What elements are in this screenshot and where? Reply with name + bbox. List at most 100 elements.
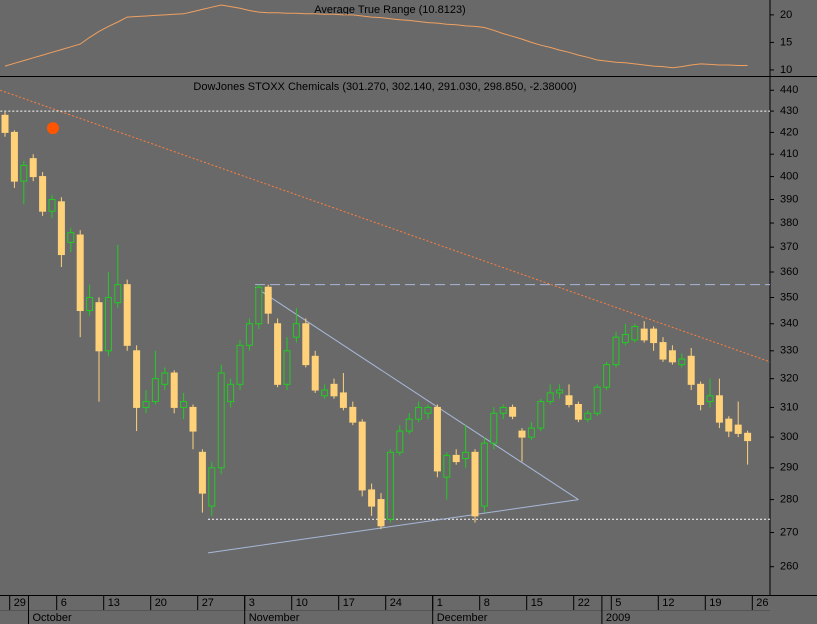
- candle-body: [499, 406, 507, 414]
- candle-body: [321, 389, 329, 397]
- x-tick-label: 26: [756, 597, 768, 609]
- candle-body: [302, 323, 310, 366]
- y-tick-label: 270: [780, 526, 798, 538]
- month-label: 2009: [606, 612, 630, 624]
- candle-body: [95, 302, 103, 352]
- candle-body: [640, 328, 648, 341]
- candle-body: [424, 406, 432, 414]
- candle-body: [593, 386, 601, 414]
- x-tick-label: 27: [202, 597, 214, 609]
- candle-body: [687, 355, 695, 385]
- candle-body: [358, 421, 366, 491]
- candle-body: [650, 328, 658, 344]
- x-tick-label: 20: [155, 597, 167, 609]
- candle-body: [142, 401, 150, 408]
- candle-body: [480, 442, 488, 507]
- candle-body: [612, 336, 620, 366]
- y-tick-label: 350: [780, 291, 798, 303]
- signal-marker: [46, 122, 59, 135]
- candle-body: [415, 406, 423, 420]
- annotation-line: [254, 286, 579, 501]
- annotation-line: [0, 89, 770, 363]
- candle-body: [603, 364, 611, 388]
- x-tick-label: 22: [578, 597, 590, 609]
- candle-body: [67, 232, 75, 243]
- x-tick-label: 24: [390, 597, 402, 609]
- candle-body: [292, 323, 300, 338]
- y-tick-label: 370: [780, 241, 798, 253]
- candle-body: [198, 451, 206, 494]
- y-tick-label: 430: [780, 105, 798, 117]
- x-tick-label: 1: [437, 597, 443, 609]
- annotation-line: [207, 499, 579, 554]
- y-tick-label: 300: [780, 431, 798, 443]
- candle-body: [208, 467, 216, 507]
- candle-body: [180, 401, 188, 408]
- candle-body: [715, 395, 723, 423]
- candle-body: [527, 427, 535, 438]
- candle-body: [283, 350, 291, 385]
- candle-body: [161, 372, 169, 385]
- y-tick-label: 340: [780, 318, 798, 330]
- y-tick-label: 360: [780, 266, 798, 278]
- candle-body: [452, 454, 460, 463]
- candle-body: [245, 323, 253, 346]
- candle-body: [151, 378, 159, 403]
- candle-body: [556, 389, 564, 394]
- candle-body: [217, 372, 225, 469]
- candle-body: [133, 350, 141, 408]
- candle-body: [264, 286, 272, 314]
- y-tick-label: 390: [780, 193, 798, 205]
- x-tick-label: 5: [615, 597, 621, 609]
- candle-body: [725, 418, 733, 432]
- candle-body: [330, 383, 338, 397]
- indicator-y-tick-label: 15: [780, 36, 792, 48]
- candle-body: [518, 430, 526, 438]
- month-label: October: [33, 612, 72, 624]
- candle-body: [57, 201, 65, 256]
- x-tick-label: 8: [484, 597, 490, 609]
- candle-body: [39, 176, 47, 212]
- x-tick-label: 12: [662, 597, 674, 609]
- indicator-title: Average True Range (10.8123): [314, 4, 465, 16]
- y-tick-label: 410: [780, 148, 798, 160]
- candle-body: [29, 158, 37, 178]
- candle-body: [386, 451, 394, 520]
- candle-body: [227, 383, 235, 403]
- y-tick-label: 310: [780, 401, 798, 413]
- y-tick-label: 330: [780, 345, 798, 357]
- candle-body: [697, 383, 705, 405]
- candle-body: [104, 297, 112, 352]
- candle-body: [349, 406, 357, 423]
- indicator-y-tick-label: 20: [780, 9, 792, 21]
- y-tick-label: 440: [780, 84, 798, 96]
- candle-body: [20, 164, 28, 182]
- candle-body: [631, 325, 639, 341]
- candle-body: [433, 406, 441, 472]
- candle-body: [584, 412, 592, 420]
- y-tick-label: 380: [780, 217, 798, 229]
- candle-body: [170, 372, 178, 408]
- candle-body: [565, 395, 573, 405]
- indicator-panel: [4, 4, 748, 69]
- candle-body: [405, 418, 413, 432]
- candle-body: [377, 499, 385, 527]
- candle-body: [189, 406, 197, 432]
- candle-body: [744, 432, 752, 442]
- candle-body: [443, 454, 451, 478]
- x-tick-label: 17: [343, 597, 355, 609]
- indicator-y-tick-label: 10: [780, 64, 792, 76]
- candle-body: [274, 323, 282, 385]
- x-tick-label: 6: [61, 597, 67, 609]
- x-tick-label: 15: [531, 597, 543, 609]
- candle-body: [236, 344, 244, 385]
- candle-body: [255, 286, 263, 325]
- chart-title: DowJones STOXX Chemicals (301.270, 302.1…: [193, 81, 576, 93]
- x-tick-label: 10: [296, 597, 308, 609]
- indicator-line: [4, 4, 748, 69]
- candle-body: [86, 297, 94, 312]
- price-panel: [0, 89, 770, 554]
- candle-body: [509, 406, 517, 417]
- candle-body: [678, 358, 686, 366]
- candle-body: [48, 199, 56, 212]
